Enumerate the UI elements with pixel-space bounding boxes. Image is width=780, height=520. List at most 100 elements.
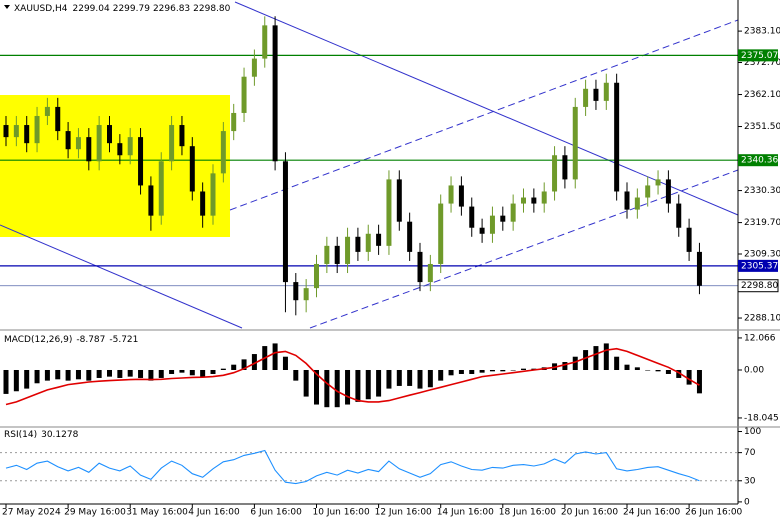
candle-body	[75, 137, 81, 150]
y-tick-label: 2372.70	[744, 58, 780, 68]
level-label: 2305.37	[741, 261, 778, 271]
last-price-label: 2298.80	[741, 281, 778, 291]
rsi-line	[5, 449, 700, 485]
symbol-icon	[4, 5, 10, 9]
candle-body	[510, 203, 516, 222]
macd-bar	[624, 364, 630, 370]
macd-bar	[634, 367, 640, 370]
macd-bar	[345, 369, 351, 405]
candle-body	[376, 233, 382, 246]
x-tick-label: 20 Jun 16:00	[561, 508, 618, 518]
macd-bar	[645, 369, 651, 371]
macd-bar	[572, 356, 578, 370]
candle-body	[107, 125, 112, 144]
macd-bar	[448, 369, 454, 376]
candle-body	[489, 215, 495, 234]
macd-bar	[324, 369, 330, 408]
macd-bar	[696, 369, 702, 394]
rsi-readout: 30.1278	[41, 430, 78, 440]
candle-body	[448, 185, 454, 204]
macd-bar	[458, 369, 464, 374]
candle-body	[293, 282, 299, 301]
candle-body	[345, 236, 351, 264]
macd-bar	[427, 369, 433, 388]
candle-body	[469, 206, 475, 228]
macd-bar	[562, 362, 568, 370]
y-tick-label: 70	[744, 448, 756, 458]
macd-bar	[220, 368, 226, 370]
channel-line	[229, 19, 739, 211]
x-tick-label: 27 May 2024	[2, 508, 61, 518]
macd-bar	[676, 369, 682, 378]
macd-bar	[603, 343, 609, 370]
indicator-name: RSI(14)	[4, 430, 37, 440]
candle-body	[138, 137, 144, 186]
candle-body	[552, 155, 558, 192]
candle-body	[96, 125, 102, 162]
candle-body	[417, 251, 423, 283]
last-price-box	[737, 279, 779, 293]
x-tick-label: 29 May 16:00	[64, 508, 126, 518]
y-tick-label: 2319.70	[744, 218, 780, 228]
macd-bar	[148, 369, 154, 381]
level-label: 2375.07	[741, 51, 778, 61]
macd-bar	[55, 369, 61, 380]
candle-body	[324, 245, 330, 264]
candle-body	[531, 197, 537, 204]
candle-body	[365, 233, 371, 252]
candle-body	[282, 161, 288, 283]
macd-bar	[303, 369, 309, 397]
macd-bar	[438, 369, 444, 381]
macd-bar	[469, 369, 475, 374]
candle-body	[541, 191, 547, 204]
candle-body	[521, 197, 526, 204]
y-tick-label: 2351.50	[744, 122, 780, 132]
candle-body	[407, 221, 413, 252]
candle-body	[334, 245, 340, 264]
level-label-box	[738, 49, 778, 62]
macd-bar	[583, 350, 589, 370]
candle-body	[314, 263, 319, 289]
x-tick-label: 6 Jun 16:00	[250, 508, 302, 518]
macd-readout: -8.787	[76, 335, 105, 345]
macd-bar	[169, 369, 175, 374]
candle-body	[386, 179, 392, 246]
candle-body	[44, 106, 50, 116]
macd-bar	[44, 369, 50, 381]
candle-body	[272, 25, 278, 162]
macd-bar	[293, 369, 299, 381]
candle-body	[479, 227, 485, 234]
macd-bar	[251, 354, 257, 370]
macd-bar	[107, 369, 112, 377]
candle-body	[200, 191, 206, 216]
macd-bar	[376, 369, 382, 397]
macd-bar	[34, 369, 40, 384]
candle-body	[34, 115, 40, 144]
candle-body	[241, 76, 247, 113]
highlight-box	[0, 95, 230, 237]
macd-bar	[655, 369, 661, 372]
candle-body	[251, 58, 257, 77]
macd-bar	[96, 369, 102, 378]
macd-bar	[241, 359, 247, 370]
candle-body	[427, 263, 433, 283]
level-label-box	[738, 154, 778, 167]
signal-line	[5, 347, 700, 406]
candle-body	[117, 143, 123, 156]
candle-body	[593, 88, 599, 101]
candle-body	[500, 215, 506, 222]
symbol: XAUUSD,H4	[14, 4, 68, 14]
candle-body	[220, 131, 226, 174]
candle-body	[86, 137, 92, 162]
y-tick-label: 2309.30	[744, 250, 780, 260]
y-tick-label: 100	[744, 427, 761, 437]
macd-bar	[489, 369, 495, 372]
candle-body	[148, 185, 154, 216]
macd-bar	[65, 369, 71, 381]
macd-bar	[179, 369, 185, 373]
macd-bar	[386, 369, 392, 389]
macd-bar	[407, 369, 413, 386]
candle-body	[562, 155, 568, 180]
candle-body	[676, 203, 682, 228]
